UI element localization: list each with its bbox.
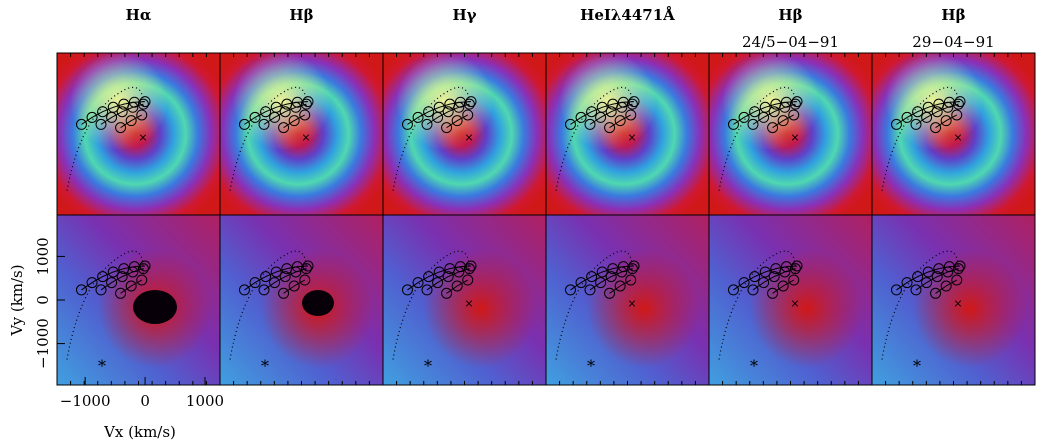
wd-marker: *	[587, 357, 595, 376]
primary-marker: ×	[138, 131, 147, 144]
column-title: Hγ	[452, 6, 476, 24]
wd-marker: *	[261, 357, 269, 376]
x-tick-label: −1000	[60, 392, 111, 410]
column-title: Hβ	[941, 6, 965, 24]
primary-marker: ×	[627, 131, 636, 144]
primary-marker: ×	[953, 297, 962, 310]
primary-marker: ×	[790, 131, 799, 144]
column-subtitle: 24/5−04−91	[742, 33, 839, 51]
primary-marker: ×	[464, 131, 473, 144]
figure: Hα × × * Hβ × × * Hγ × × * HeIλ4471Å × × * Hβ 24/5−04−91 ×…	[0, 0, 1041, 445]
column-title: Hβ	[289, 6, 313, 24]
x-tick-label: 0	[140, 392, 150, 410]
column-subtitle: 29−04−91	[912, 33, 994, 51]
x-axis-label: Vx (km/s)	[103, 423, 176, 441]
primary-marker: ×	[138, 297, 147, 310]
wd-marker: *	[98, 357, 106, 376]
y-axis-label: Vy (km/s)	[8, 264, 26, 336]
wd-marker: *	[750, 357, 758, 376]
panels: Hα × × * Hβ × × * Hγ × × * HeIλ4471Å × × * Hβ 24/5−04−91 ×…	[34, 6, 1035, 410]
primary-marker: ×	[953, 131, 962, 144]
column-title: HeIλ4471Å	[580, 6, 675, 24]
primary-marker: ×	[627, 297, 636, 310]
column-title: Hβ	[778, 6, 802, 24]
primary-marker: ×	[301, 297, 310, 310]
y-tick-label: 0	[34, 295, 52, 305]
y-tick-label: −1000	[34, 318, 52, 369]
primary-marker: ×	[301, 131, 310, 144]
y-tick-label: 1000	[34, 237, 52, 275]
x-tick-label: 1000	[186, 392, 224, 410]
wd-marker: *	[424, 357, 432, 376]
column-title: Hα	[126, 6, 152, 24]
primary-marker: ×	[790, 297, 799, 310]
primary-marker: ×	[464, 297, 473, 310]
wd-marker: *	[913, 357, 921, 376]
